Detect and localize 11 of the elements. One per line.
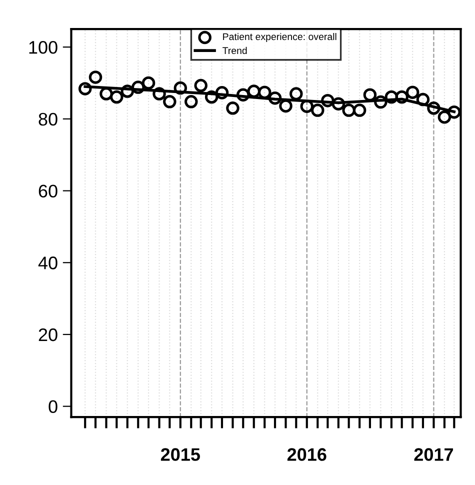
y-tick-label: 40	[38, 256, 58, 270]
y-tick-label: 80	[38, 112, 58, 126]
y-tick-label: 20	[38, 328, 58, 342]
y-tick-label: 0	[48, 400, 58, 414]
x-tick-label: 2016	[287, 448, 326, 461]
x-tick-label: 2017	[414, 448, 454, 461]
legend-label: Patient experience: overall	[223, 32, 336, 42]
y-tick-label: 100	[29, 40, 58, 54]
legend-label: Trend	[222, 46, 247, 54]
y-tick-label: 60	[38, 184, 58, 198]
x-tick-label: 2015	[160, 448, 200, 461]
